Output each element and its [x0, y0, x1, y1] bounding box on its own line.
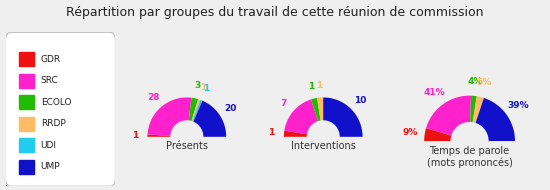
Polygon shape	[284, 99, 318, 134]
Text: UDI: UDI	[41, 141, 57, 150]
Text: Interventions: Interventions	[291, 141, 356, 151]
Text: 1: 1	[316, 81, 322, 89]
Polygon shape	[311, 98, 321, 121]
Text: UMP: UMP	[41, 162, 60, 171]
Text: 1: 1	[308, 82, 314, 91]
Text: Présents: Présents	[166, 141, 208, 151]
Polygon shape	[426, 96, 471, 136]
Text: 3: 3	[194, 82, 200, 90]
FancyBboxPatch shape	[6, 32, 115, 186]
Text: Répartition par groupes du travail de cette réunion de commission: Répartition par groupes du travail de ce…	[66, 6, 484, 19]
Bar	[19, 160, 34, 174]
Polygon shape	[317, 97, 323, 120]
Bar	[19, 95, 34, 109]
Text: 7: 7	[280, 99, 287, 108]
Polygon shape	[194, 101, 226, 137]
Polygon shape	[323, 97, 362, 137]
Polygon shape	[189, 98, 198, 121]
Polygon shape	[424, 128, 452, 141]
Text: RRDP: RRDP	[41, 119, 65, 128]
Text: 39%: 39%	[507, 101, 529, 110]
Text: 41%: 41%	[424, 88, 446, 97]
Text: 1: 1	[268, 128, 274, 137]
Polygon shape	[476, 98, 515, 141]
Bar	[19, 74, 34, 88]
Text: 1: 1	[132, 131, 138, 140]
Polygon shape	[147, 135, 170, 137]
Polygon shape	[470, 96, 477, 122]
Bar	[19, 139, 34, 152]
Polygon shape	[192, 100, 202, 122]
Text: 28: 28	[147, 93, 160, 101]
Text: 20: 20	[224, 104, 236, 113]
Polygon shape	[284, 131, 307, 137]
Text: 1: 1	[203, 84, 209, 93]
Polygon shape	[472, 96, 484, 123]
Text: 10: 10	[354, 96, 366, 105]
Text: ECOLO: ECOLO	[41, 98, 71, 107]
Text: 4%: 4%	[468, 77, 483, 86]
Bar	[19, 52, 34, 66]
Bar	[19, 117, 34, 131]
Text: 1: 1	[200, 83, 206, 92]
Polygon shape	[191, 99, 200, 121]
Text: SRC: SRC	[41, 76, 58, 85]
Text: Temps de parole
(mots prononcés): Temps de parole (mots prononcés)	[427, 146, 513, 168]
Polygon shape	[147, 97, 191, 136]
Text: GDR: GDR	[41, 55, 61, 64]
Text: 5%: 5%	[476, 78, 492, 87]
Text: 9%: 9%	[403, 128, 418, 137]
